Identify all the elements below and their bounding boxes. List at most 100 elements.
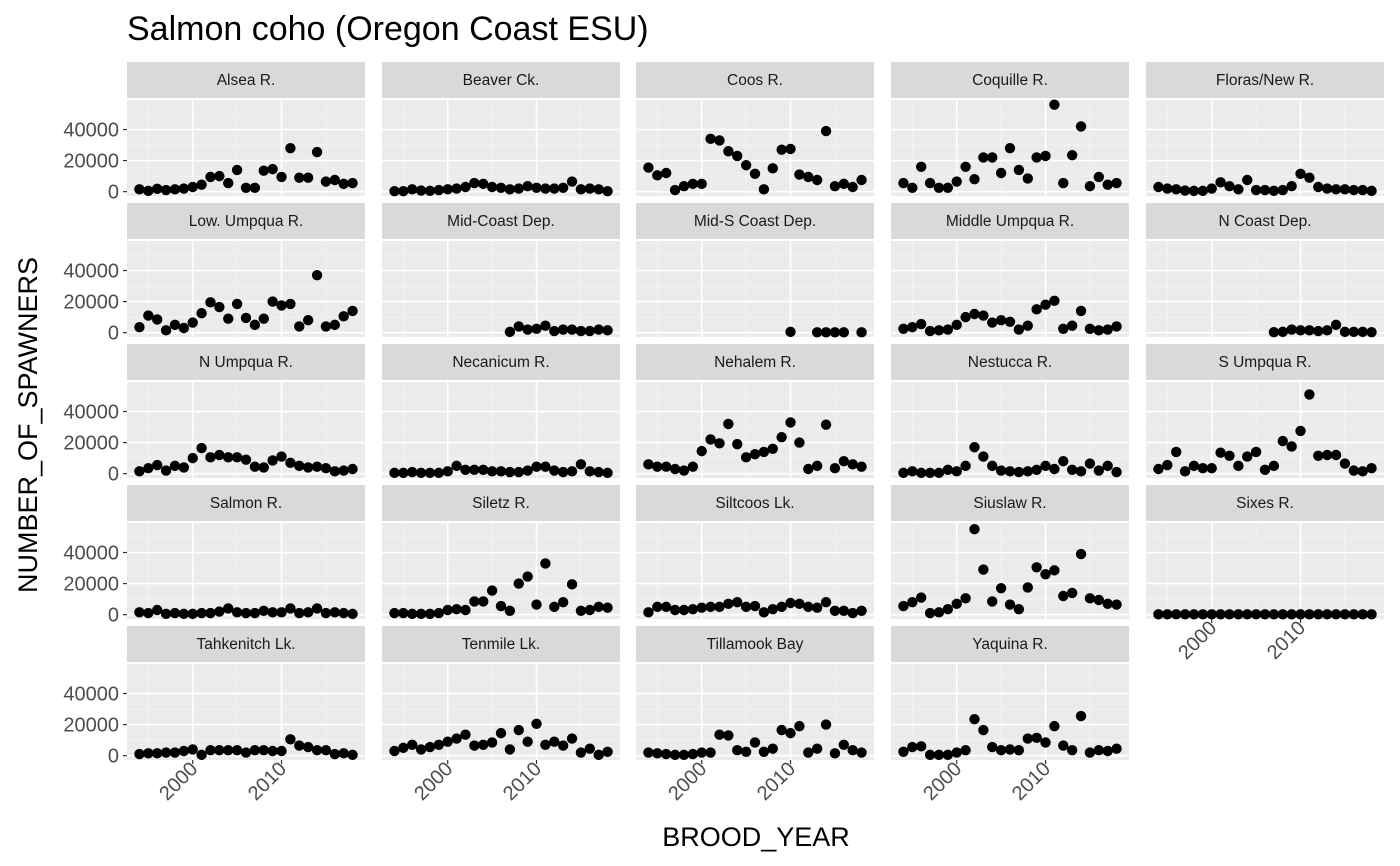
data-point [820, 419, 832, 430]
data-point [1093, 171, 1105, 183]
strip-label: N Coast Dep. [1218, 213, 1311, 230]
panel-background [127, 664, 365, 760]
strip-label: Tenmile Lk. [462, 636, 540, 653]
strip-label: Sixes R. [1236, 495, 1294, 512]
data-point [1111, 743, 1122, 754]
data-point [1277, 609, 1288, 620]
data-point [311, 269, 323, 281]
data-point [504, 605, 516, 616]
data-point [249, 745, 261, 756]
data-point [856, 327, 867, 338]
data-point [678, 181, 690, 192]
panel-background [382, 100, 620, 196]
data-point [856, 747, 867, 758]
data-point [460, 729, 471, 740]
strip-label: Tillamook Bay [707, 636, 804, 653]
data-point [593, 324, 604, 335]
data-point [1268, 326, 1280, 338]
data-point [593, 601, 604, 613]
data-point [1321, 325, 1333, 336]
data-point [442, 604, 453, 616]
data-point [347, 608, 358, 620]
data-point [1295, 609, 1306, 620]
data-point [294, 321, 305, 332]
data-point [549, 325, 560, 337]
data-point [249, 607, 261, 619]
data-point [1102, 324, 1113, 335]
data-point [933, 607, 945, 618]
data-point [1031, 562, 1042, 573]
data-point [1179, 609, 1191, 620]
data-point [398, 467, 409, 479]
data-point [267, 296, 278, 307]
data-point [1321, 609, 1333, 620]
data-point [898, 746, 909, 757]
data-point [294, 460, 305, 472]
data-point [196, 442, 207, 454]
strip-background [127, 485, 365, 521]
data-point [1093, 325, 1105, 336]
data-point [1111, 466, 1122, 478]
data-point [1031, 464, 1042, 475]
facet-panel: Low. Umpqua R. 0 20000 40000 [63, 203, 365, 345]
data-point [205, 171, 216, 183]
data-point [907, 597, 918, 608]
strip-background [891, 344, 1129, 380]
data-point [1066, 149, 1078, 161]
data-point [1348, 184, 1360, 196]
data-point [1058, 177, 1069, 189]
data-point [329, 174, 341, 186]
data-point [134, 466, 145, 477]
data-point [151, 604, 163, 616]
data-point [486, 466, 498, 477]
data-point [915, 318, 927, 330]
strip-background [636, 62, 874, 98]
strip-background [891, 62, 1129, 98]
facet-panel: Siltcoos Lk. [636, 485, 874, 619]
data-point [294, 172, 305, 183]
data-point [240, 454, 252, 465]
data-point [1224, 450, 1235, 461]
data-point [258, 605, 269, 616]
data-point [575, 325, 587, 337]
panel-background [891, 664, 1129, 760]
data-point [723, 146, 734, 157]
y-tick-label: 20000 [63, 151, 119, 173]
data-point [602, 746, 613, 757]
data-point [557, 466, 569, 478]
data-point [1250, 446, 1262, 458]
strip-label: Tahkenitch Lk. [196, 636, 295, 653]
strip-label: Mid-S Coast Dep. [694, 213, 816, 230]
data-point [398, 607, 409, 619]
data-point [584, 604, 596, 616]
data-point [231, 164, 243, 176]
data-point [1084, 593, 1096, 604]
data-point [223, 745, 234, 756]
data-point [1179, 466, 1191, 477]
data-point [847, 607, 858, 619]
data-point [276, 300, 287, 311]
data-point [1102, 598, 1113, 609]
y-tick-label: 40000 [63, 261, 119, 283]
data-point [406, 466, 418, 478]
data-point [643, 162, 654, 173]
data-point [1233, 460, 1244, 472]
data-point [320, 321, 332, 332]
data-point [942, 182, 954, 193]
panel-background [382, 664, 620, 760]
data-point [1224, 181, 1235, 192]
strip-background [1146, 203, 1384, 239]
data-point [933, 182, 945, 193]
data-point [960, 161, 971, 172]
data-point [267, 745, 278, 757]
data-point [205, 297, 216, 308]
strip-background [636, 344, 874, 380]
data-point [549, 183, 560, 194]
data-point [969, 308, 980, 320]
strip-background [382, 62, 620, 98]
data-point [478, 464, 489, 475]
data-point [531, 182, 542, 193]
facet-panel: Middle Umpqua R. [891, 203, 1129, 337]
data-point [749, 168, 761, 179]
data-point [1286, 181, 1297, 192]
